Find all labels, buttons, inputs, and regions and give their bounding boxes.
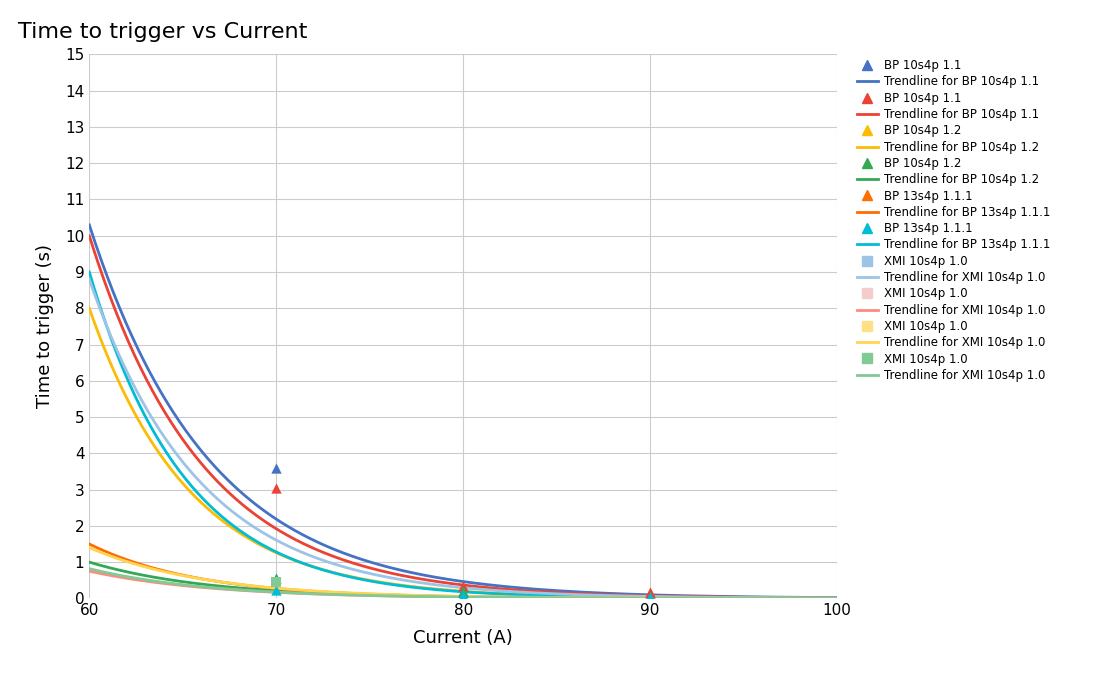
Text: Time to trigger vs Current: Time to trigger vs Current: [18, 22, 308, 41]
Point: [642, 588, 660, 598]
Legend: BP 10s4p 1.1, Trendline for BP 10s4p 1.1, BP 10s4p 1.1, Trendline for BP 10s4p 1: BP 10s4p 1.1, Trendline for BP 10s4p 1.1…: [852, 54, 1055, 387]
Point: [454, 590, 472, 601]
Point: [268, 482, 286, 493]
Point: [268, 462, 286, 473]
Point: [642, 587, 660, 598]
Point: [454, 587, 472, 598]
Point: [454, 585, 472, 596]
Point: [642, 591, 660, 602]
Point: [268, 585, 286, 596]
X-axis label: Current (A): Current (A): [413, 630, 513, 647]
Point: [268, 577, 286, 588]
Y-axis label: Time to trigger (s): Time to trigger (s): [36, 244, 54, 409]
Point: [454, 580, 472, 591]
Point: [642, 591, 660, 602]
Point: [268, 573, 286, 584]
